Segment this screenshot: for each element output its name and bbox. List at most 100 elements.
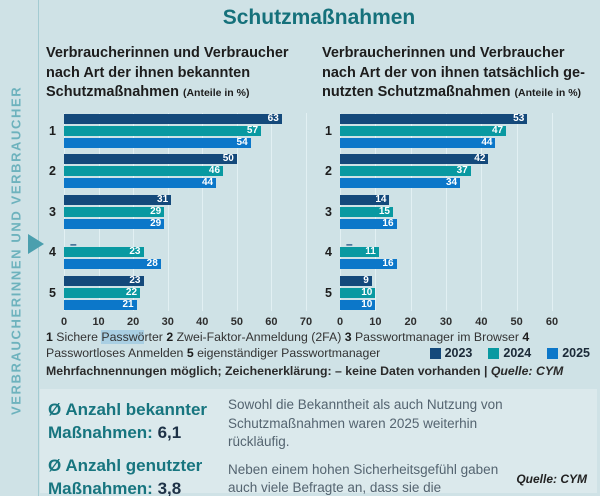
bar-2024: 23 [64, 247, 144, 257]
bar-group: 5 23 22 21 [49, 275, 306, 310]
arrow-right-icon [28, 234, 44, 254]
legend-item-2024: 2024 [488, 346, 531, 362]
summary-paragraph: Neben einem hohen Sicherheitsgefühl gabe… [228, 461, 499, 496]
measure-key-number: 4 [522, 330, 530, 344]
axis-tick-label: 40 [475, 315, 488, 328]
bar-value-label: 29 [150, 205, 162, 217]
bar-row: – [340, 235, 552, 250]
bar-2024: 46 [64, 165, 224, 176]
summary-panel: Ø Anzahl bekannter Maßnahmen: 6,1 Ø Anzah… [40, 389, 597, 496]
gridline [446, 112, 447, 311]
bar-row: 46 [64, 166, 306, 176]
bar-value-label: 10 [361, 298, 373, 310]
gridline [236, 112, 238, 311]
gridline [516, 112, 518, 311]
bar-value-label: 47 [491, 124, 504, 136]
bar-group: 2 42 37 34 [325, 154, 552, 188]
legend-label: 2023 [444, 346, 473, 360]
bar-2025: 21 [64, 299, 137, 310]
bar-value-label: 54 [236, 136, 248, 148]
bar-row: 44 [340, 136, 552, 148]
bar-row: 34 [340, 178, 552, 188]
footnote-text: Mehrfachnennungen möglich; Zeichenerklär… [46, 364, 491, 378]
bar-groups: 1 53 47 44 2 42 37 34 3 14 15 16 4–11 16 5 9 10 10 [325, 112, 552, 311]
bar-row: 9 [340, 275, 552, 286]
bar-row: 22 [64, 287, 306, 298]
bar-value-label: 53 [513, 112, 525, 124]
bar-row: 23 [64, 275, 306, 286]
axis-tick-label: 60 [265, 315, 278, 328]
bar-group: 2 50 46 44 [49, 154, 306, 188]
chart-subtitle-line: nach Art der ihnen bekannten [46, 64, 251, 81]
bar-2023: 50 [64, 154, 237, 164]
bar-row: – [64, 235, 306, 250]
plot-area: 1 63 57 54 2 50 46 44 3 31 29 29 4–23 28 5 23 22 21 [49, 112, 307, 311]
bar-row: 50 [64, 154, 306, 164]
category-label: 2 [49, 164, 56, 178]
bar-2025: 44 [64, 178, 217, 188]
measure-key-number: 1 [46, 330, 53, 344]
bar-row: 15 [340, 205, 552, 217]
legend-item-2023: 2023 [429, 346, 473, 362]
measure-key: 1 Sichere Passwörter 2 Zwei-Faktor-Anmel… [46, 330, 594, 361]
no-data-marker: – [346, 237, 353, 251]
summary-paragraph: Sowohl die Bekanntheit als auch Nutzung … [228, 397, 503, 449]
bar-2023: 31 [64, 194, 172, 205]
axis-tick-label: 50 [510, 315, 523, 328]
bar-row: 10 [340, 298, 552, 310]
axis-tick-label: 70 [299, 315, 313, 328]
legend-item-2025: 2025 [547, 346, 590, 362]
legend-swatch [547, 348, 559, 360]
footnote: Mehrfachnennungen möglich; Zeichenerklär… [46, 364, 563, 378]
bar-2024: 37 [340, 166, 471, 176]
measure-key-number: 2 [166, 330, 174, 344]
axis-tick-label: 0 [60, 315, 68, 328]
average-stat-value: 3,8 [157, 479, 182, 496]
bar-2024: 47 [340, 124, 507, 136]
bar-2024: 22 [64, 287, 141, 298]
page-title: Schutzmaßnahmen [222, 6, 416, 29]
chart-subtitle-line: nach Art der von ihnen tatsächlich ge- [322, 64, 585, 81]
bar-row: 53 [340, 112, 552, 124]
gridline [271, 112, 273, 311]
bar-row: 16 [340, 259, 552, 269]
gridline [306, 112, 307, 311]
bar-value-label: 44 [481, 136, 493, 148]
bar-group: 1 53 47 44 [325, 112, 552, 148]
chart-subtitle-line: nutzten Schutzmaßnahmen (Anteile in %) [322, 84, 582, 100]
axis-tick-label: 40 [196, 315, 209, 328]
bar-value-label: 10 [361, 286, 373, 298]
bar-value-label: 11 [365, 246, 376, 257]
bar-2024: 15 [340, 205, 393, 217]
bar-value-label: 57 [246, 124, 259, 136]
bar-2025: 54 [64, 136, 251, 148]
footnote-source: Quelle: CYM [490, 364, 564, 378]
category-label: 3 [49, 204, 56, 219]
bar-value-label: 37 [456, 165, 468, 176]
no-data-marker: – [70, 237, 77, 251]
bar-2025: 10 [340, 298, 376, 310]
axis-tick-label: 20 [127, 315, 140, 328]
axis-tick-label: 60 [545, 315, 559, 328]
bar-2024: 11 [340, 247, 379, 257]
gridline [167, 112, 169, 311]
source-label: Quelle: CYM [516, 472, 587, 486]
legend-swatch [488, 348, 500, 360]
plot-area: 1 53 47 44 2 42 37 34 3 14 15 16 4–11 16 5 9 10 10 [325, 112, 553, 311]
bar-value-label: 46 [208, 165, 221, 176]
bar-value-label: 14 [375, 193, 387, 205]
bar-value-label: 16 [382, 258, 394, 269]
bar-row: 21 [64, 299, 306, 310]
gridline [552, 112, 553, 311]
chart-used-measures: Verbraucherinnen und Verbraucher nach Art… [322, 44, 594, 331]
bar-group: 3 14 15 16 [325, 193, 552, 229]
category-label: 1 [325, 123, 332, 138]
bar-value-label: 15 [378, 205, 390, 217]
chart-subtitle: Verbraucherinnen und Verbraucher nach Art… [322, 44, 594, 104]
chart-subtitle-line: Verbraucherinnen und Verbraucher [322, 45, 565, 61]
bar-group: 3 31 29 29 [49, 194, 306, 229]
average-stat: Ø Anzahl genutzter Maßnahmen: 3,8 [48, 456, 203, 496]
text-highlight: Passwö [101, 330, 145, 344]
average-stat-value: 6,1 [157, 423, 182, 442]
bar-value-label: 34 [446, 177, 458, 188]
